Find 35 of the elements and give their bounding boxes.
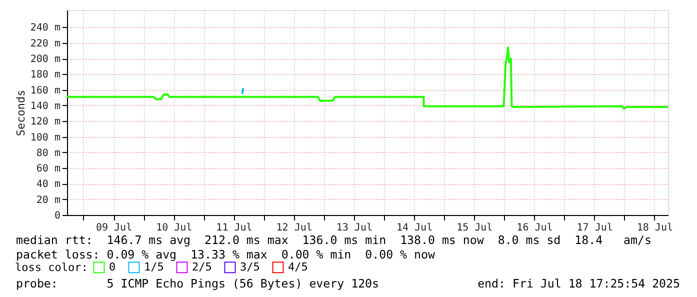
x-tick-label: 15 Jul	[456, 222, 493, 234]
y-tick-label: 20 m	[36, 194, 60, 206]
y-tick-label: 200 m	[30, 54, 60, 66]
y-tick-label: 160 m	[30, 85, 60, 96]
x-tick-label: 16 Jul	[516, 222, 553, 234]
x-tick-label: 11 Jul	[216, 222, 252, 234]
y-tick-label: 0	[54, 210, 60, 222]
y-tick-label: 80 m	[36, 148, 60, 159]
x-tick-label: 13 Jul	[336, 222, 372, 234]
text: packet loss: 0.09 % avg 13.33 % max 0.00 % min 0.00 % now	[16, 248, 435, 262]
line-series	[66, 46, 669, 110]
x-tick-label: 18 Jul	[636, 222, 673, 234]
y-axis-title: Seconds	[14, 90, 28, 136]
x-tick-label: 09 Jul	[96, 222, 132, 234]
y-tick-label: 240 m	[30, 22, 60, 34]
y-tick-label: 140 m	[30, 100, 60, 112]
text: probe: 5 ICMP Echo Pings (56 Bytes) every 120s	[16, 276, 380, 290]
x-tick-label: 10 Jul	[156, 222, 192, 234]
legend-label: 1/5	[144, 260, 164, 274]
x-tick-label: 17 Jul	[576, 222, 613, 234]
text: median rtt: 146.7 ms avg 212.0 ms max 136.0 ms min 138.0 ms now 8.0 ms sd 18.4 am/s	[16, 233, 652, 247]
legend-label: 0	[109, 260, 116, 274]
y-tick-label: 120 m	[30, 116, 60, 128]
y-tick-label: 100 m	[30, 132, 60, 144]
text: end: Fri Jul 18 17:25:54 2025	[478, 276, 680, 290]
y-tick-label: 220 m	[30, 38, 60, 50]
y-tick-label: 180 m	[30, 70, 60, 81]
legend-label: 2/5	[192, 260, 212, 274]
legend-title: loss color:	[15, 261, 88, 274]
y-tick-label: 60 m	[36, 164, 60, 175]
legend-label: 4/5	[288, 260, 308, 274]
y-tick-label: 40 m	[36, 179, 60, 190]
x-tick-label: 14 Jul	[396, 222, 433, 234]
legend-label: 3/5	[240, 260, 260, 274]
x-tick-label: 12 Jul	[276, 222, 312, 234]
